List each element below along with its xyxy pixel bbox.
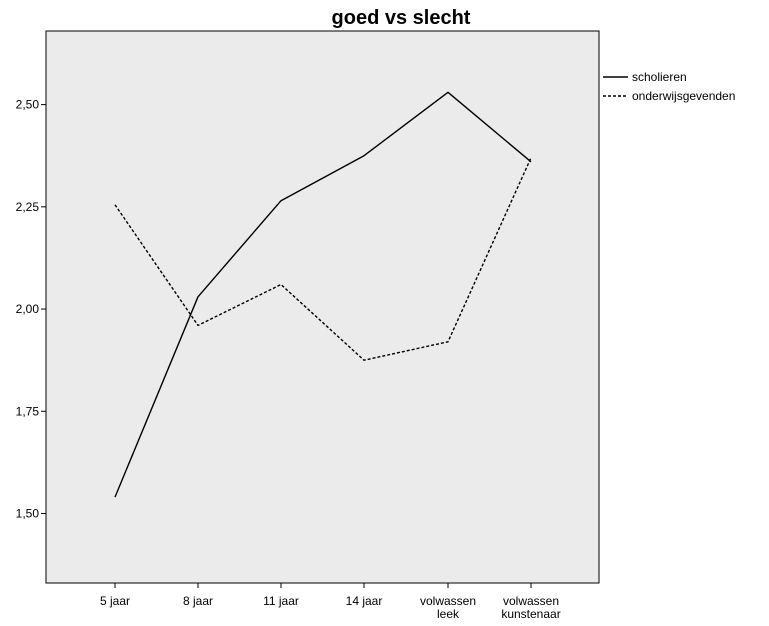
axes: 1,50 1,75 2,00 2,25 2,50 5 jaar 8 jaar 11 jaar 1… bbox=[16, 98, 561, 621]
x-tick-label: 8 jaar bbox=[183, 594, 213, 608]
x-tick-label-line: leek bbox=[437, 607, 460, 621]
x-tick-label-line: 5 jaar bbox=[100, 594, 130, 608]
x-tick-label: volwassen leek bbox=[420, 594, 476, 621]
y-tick-label: 1,75 bbox=[16, 404, 40, 418]
x-tick-label-line: 14 jaar bbox=[346, 594, 383, 608]
y-tick-label: 2,25 bbox=[16, 200, 40, 214]
x-tick-label-line: 8 jaar bbox=[183, 594, 213, 608]
y-tick-label: 2,00 bbox=[16, 302, 40, 316]
x-tick-label-line: 11 jaar bbox=[263, 594, 299, 608]
x-tick-label: 5 jaar bbox=[100, 594, 130, 608]
legend-label: onderwijsgevenden bbox=[632, 89, 735, 103]
x-tick-label-line: kunstenaar bbox=[501, 607, 560, 621]
x-tick-label-line: volwassen bbox=[503, 594, 559, 608]
legend: scholieren onderwijsgevenden bbox=[603, 70, 735, 103]
x-tick-label: 11 jaar bbox=[263, 594, 299, 608]
x-tick-label: 14 jaar bbox=[346, 594, 383, 608]
x-tick-label: volwassen kunstenaar bbox=[501, 594, 560, 621]
y-tick-label: 1,50 bbox=[16, 506, 40, 520]
chart-title: goed vs slecht bbox=[332, 7, 471, 29]
plot-area bbox=[45, 30, 600, 584]
y-tick-label: 2,50 bbox=[16, 98, 40, 112]
series-line-scholieren bbox=[114, 91, 532, 498]
legend-label: scholieren bbox=[632, 70, 687, 84]
series-line-onderwijsgevenden bbox=[114, 157, 532, 361]
x-tick-label-line: volwassen bbox=[420, 594, 476, 608]
series-layer bbox=[114, 91, 532, 498]
